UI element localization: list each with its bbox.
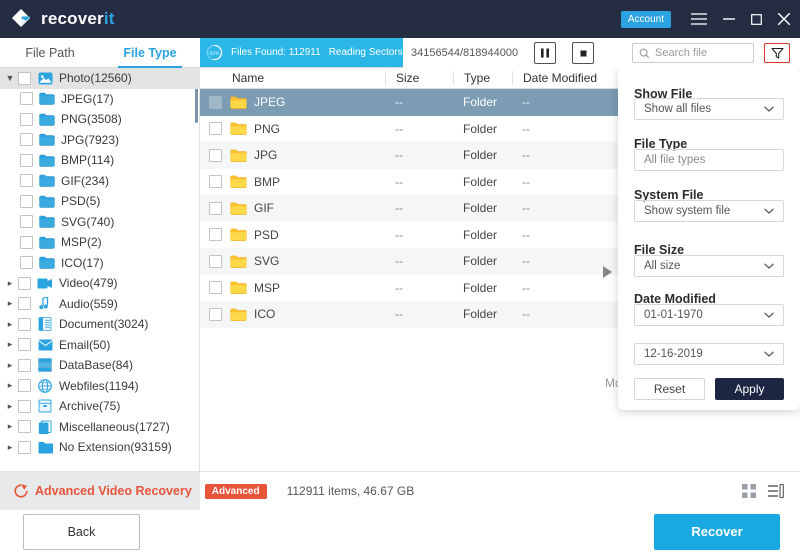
- svg-text:52%: 52%: [210, 50, 220, 56]
